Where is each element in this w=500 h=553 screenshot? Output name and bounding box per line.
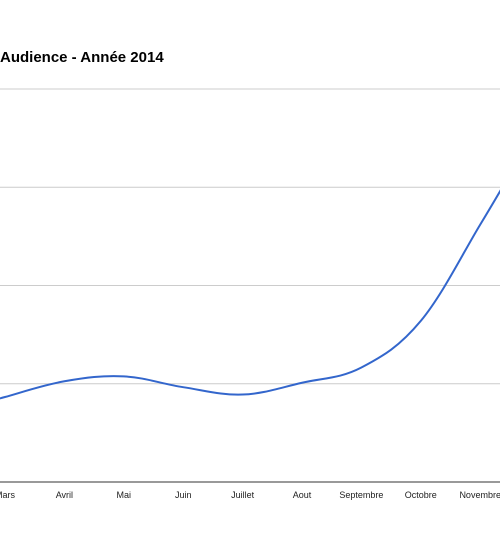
data-point-octobre[interactable] (418, 318, 424, 324)
x-tick-label: Juillet (231, 490, 255, 500)
x-tick-label: Avril (56, 490, 73, 500)
data-point-mars[interactable] (2, 394, 8, 400)
data-point-novembre[interactable] (477, 222, 483, 228)
x-tick-label: Novembre (459, 490, 500, 500)
chart-title: Audience - Année 2014 (0, 49, 164, 66)
series-line (0, 189, 500, 400)
data-point-septembre[interactable] (358, 365, 364, 371)
x-tick-label: Aout (293, 490, 312, 500)
x-tick-label: Juin (175, 490, 192, 500)
x-tick-label: Septembre (339, 490, 383, 500)
data-point-juin[interactable] (180, 384, 186, 390)
data-point-mai[interactable] (121, 373, 127, 379)
x-tick-label: Mars (0, 490, 15, 500)
x-tick-label: Octobre (405, 490, 437, 500)
data-point-aout[interactable] (299, 380, 305, 386)
data-point-juillet[interactable] (240, 392, 246, 398)
x-tick-label: Mai (117, 490, 132, 500)
data-point-avril[interactable] (61, 378, 67, 384)
